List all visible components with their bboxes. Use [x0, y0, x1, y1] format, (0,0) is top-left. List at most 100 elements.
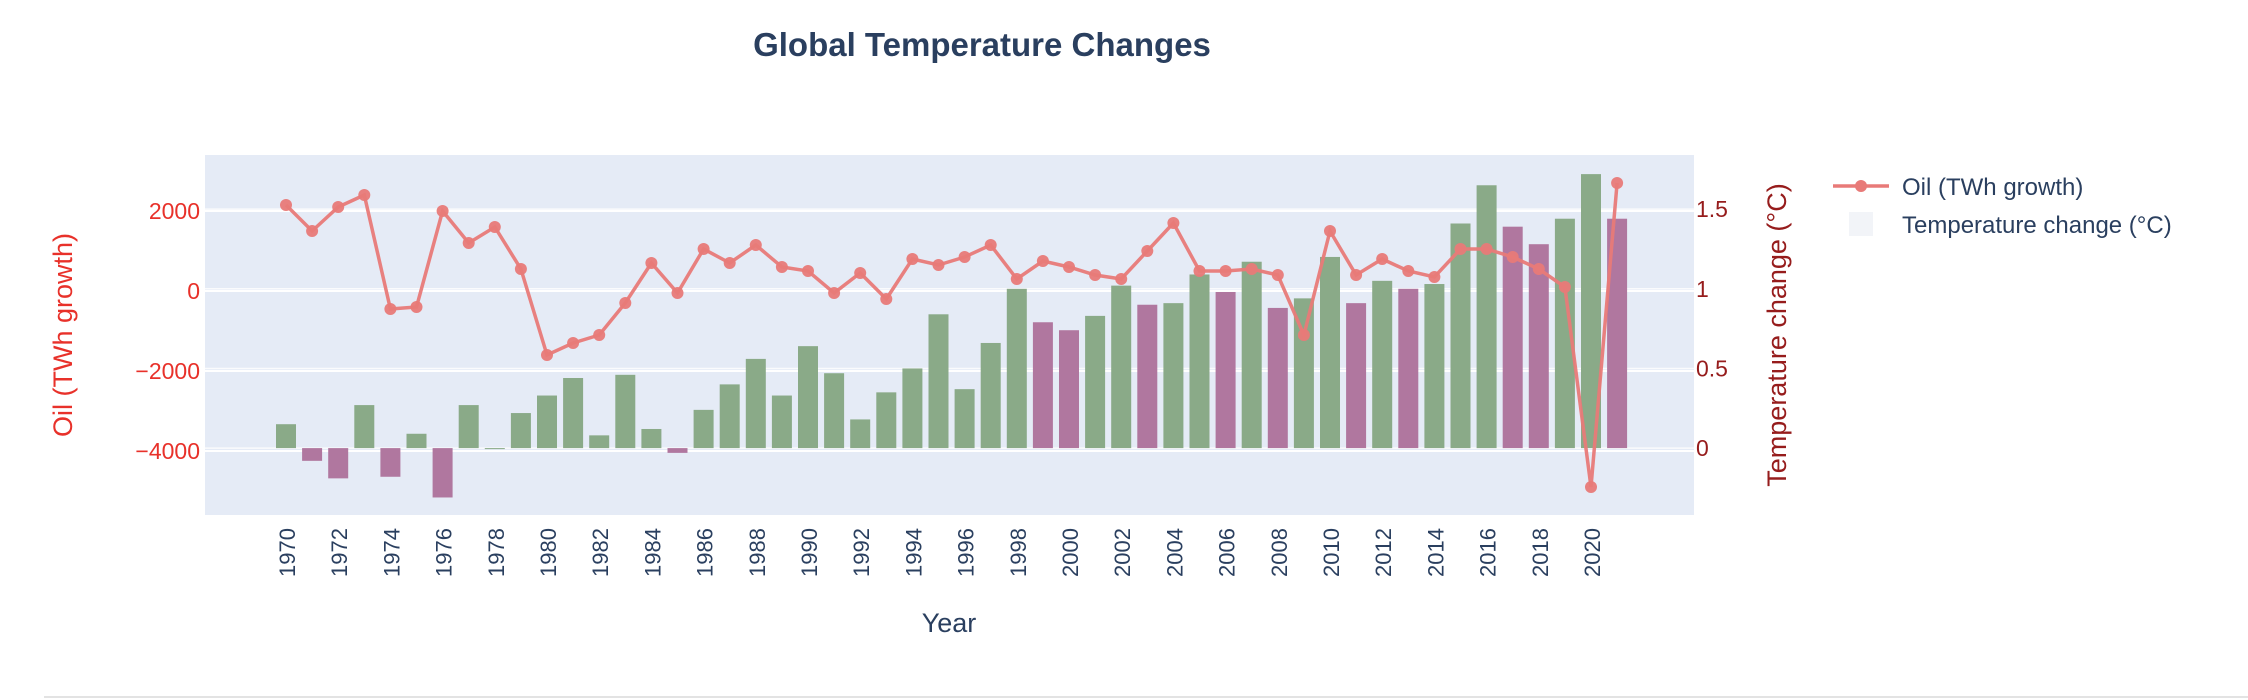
oil-point-1975 [410, 301, 423, 313]
oil-point-1983 [619, 297, 632, 309]
oil-point-1971 [306, 225, 319, 237]
temperature-bars [276, 174, 1628, 498]
bar-2001 [1085, 315, 1106, 449]
x-tick-label-1982: 1982 [588, 528, 613, 577]
oil-point-2001 [1089, 269, 1102, 281]
y-right-tick-label-2: 1 [1696, 276, 1709, 302]
bar-1974 [380, 448, 401, 477]
y-axis-right-label: Temperature change (°C) [1762, 183, 1792, 486]
oil-point-2020 [1585, 481, 1597, 493]
bar-1993 [876, 392, 897, 449]
oil-point-2015 [1454, 243, 1467, 255]
x-tick-label-2020: 2020 [1580, 528, 1605, 577]
oil-point-2016 [1480, 243, 1493, 255]
bar-1975 [406, 433, 427, 449]
bar-1982 [589, 435, 610, 449]
oil-point-2014 [1428, 271, 1441, 283]
oil-point-2009 [1297, 329, 1310, 341]
oil-point-1992 [854, 267, 867, 279]
bar-1990 [798, 346, 818, 449]
bar-2018 [1528, 244, 1549, 449]
oil-point-2006 [1219, 265, 1232, 277]
oil-point-1985 [671, 287, 684, 299]
bar-1995 [928, 314, 949, 449]
bar-2008 [1267, 307, 1288, 449]
bar-2019 [1554, 218, 1575, 449]
oil-point-1989 [775, 261, 788, 273]
legend-item-oil[interactable]: Oil (TWh growth) [1833, 174, 2083, 201]
bar-1984 [641, 428, 662, 449]
x-tick-label-1990: 1990 [797, 528, 822, 577]
bar-2003 [1137, 304, 1158, 449]
x-tick-label-1972: 1972 [327, 528, 352, 577]
oil-point-1981 [567, 337, 580, 349]
x-tick-label-2002: 2002 [1110, 528, 1135, 577]
bar-1998 [1006, 288, 1027, 449]
bar-1983 [615, 374, 636, 449]
oil-point-2012 [1376, 253, 1389, 265]
bar-1979 [510, 413, 531, 449]
bar-2017 [1502, 226, 1523, 449]
oil-point-1977 [462, 237, 475, 249]
bar-2014 [1424, 284, 1445, 449]
bar-2007 [1241, 261, 1262, 449]
bar-2012 [1372, 280, 1393, 449]
oil-point-1994 [906, 253, 919, 265]
oil-point-1976 [436, 205, 449, 217]
bar-1987 [719, 384, 740, 449]
bar-1973 [354, 405, 375, 449]
x-axis-label: Year [922, 608, 977, 638]
oil-point-2005 [1193, 265, 1206, 277]
x-tick-label-2010: 2010 [1319, 528, 1344, 577]
gridlines [205, 208, 1694, 452]
bar-2013 [1398, 288, 1419, 449]
legend-item-temperature[interactable]: Temperature change (°C) [1849, 212, 2172, 239]
x-tick-label-1988: 1988 [745, 528, 770, 577]
x-tick-label-1984: 1984 [640, 528, 665, 577]
y-left-tick-label-0: −4000 [135, 438, 200, 464]
oil-point-1999 [1036, 255, 1049, 267]
bar-2005 [1189, 274, 1210, 449]
oil-point-1986 [697, 243, 710, 255]
oil-point-1998 [1010, 273, 1023, 285]
bar-1972 [328, 448, 349, 479]
oil-point-1993 [880, 293, 893, 305]
bar-2000 [1059, 330, 1079, 449]
bar-1986 [693, 409, 714, 449]
oil-point-1970 [280, 199, 292, 211]
chart-title: Global Temperature Changes [753, 26, 1211, 63]
x-tick-label-1978: 1978 [484, 528, 509, 577]
bar-1970 [276, 424, 296, 449]
x-tick-label-1976: 1976 [432, 528, 457, 577]
oil-point-2019 [1558, 281, 1571, 293]
oil-point-1973 [358, 189, 371, 201]
bottom-divider [44, 696, 2248, 698]
bar-1992 [850, 419, 871, 449]
bar-1994 [902, 368, 923, 449]
bar-1978 [484, 448, 505, 450]
x-tick-label-2018: 2018 [1528, 528, 1553, 577]
oil-point-1990 [802, 265, 814, 277]
oil-point-2000 [1063, 261, 1075, 273]
bar-1976 [432, 448, 453, 498]
bar-2011 [1346, 303, 1367, 449]
x-tick-label-1980: 1980 [536, 528, 561, 577]
x-tick-label-2004: 2004 [1162, 528, 1187, 577]
oil-point-1978 [488, 221, 501, 233]
x-tick-label-1974: 1974 [379, 528, 404, 577]
x-tick-label-2008: 2008 [1267, 528, 1292, 577]
y-right-tick-label-1: 0.5 [1696, 355, 1728, 381]
y-left-tick-label-3: 2000 [149, 198, 200, 224]
bar-2002 [1111, 285, 1132, 449]
bar-1977 [458, 405, 479, 449]
y-right-tick-label-0: 0 [1696, 435, 1709, 461]
bar-2004 [1163, 303, 1184, 449]
oil-point-1991 [828, 287, 841, 299]
oil-point-1987 [723, 257, 736, 269]
y-right-tick-label-3: 1.5 [1696, 196, 1728, 222]
oil-point-1974 [384, 303, 397, 315]
oil-point-1979 [514, 263, 527, 275]
oil-point-1972 [332, 201, 345, 213]
x-tick-label-2014: 2014 [1423, 528, 1448, 577]
oil-line [280, 177, 1624, 493]
